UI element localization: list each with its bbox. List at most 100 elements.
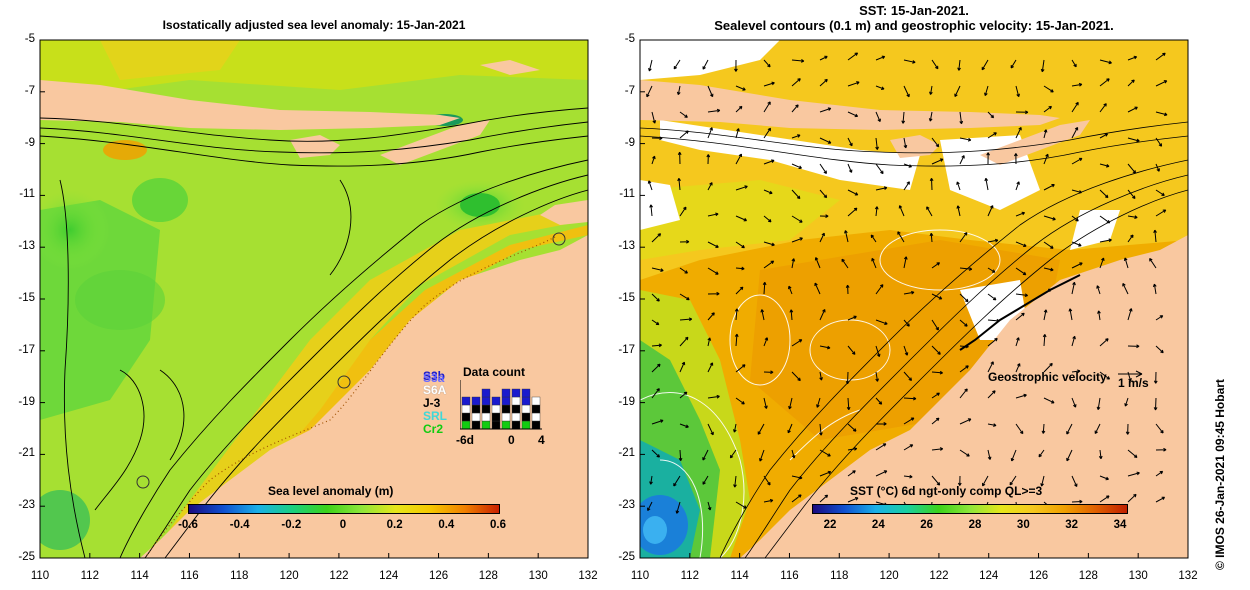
velocity-arrow: [1071, 82, 1083, 87]
velocity-arrow: [1097, 310, 1101, 321]
velocity-arrow: [959, 155, 965, 165]
velocity-arrow: [1071, 241, 1082, 247]
right-x-tick-label: 132: [1178, 570, 1198, 582]
sla-colorbar-tick: 0.2: [386, 519, 403, 531]
sst-colorbar-title: SST (°C) 6d ngt-only comp QL>=3: [850, 484, 1043, 498]
velocity-arrow: [847, 52, 859, 61]
velocity-arrow: [1096, 397, 1101, 410]
velocity-arrow: [1123, 257, 1129, 269]
velocity-arrow: [651, 449, 660, 458]
velocity-arrow: [1122, 283, 1129, 295]
sla-colorbar: [188, 504, 500, 514]
velocity-arrow: [648, 59, 653, 72]
velocity-arrow: [956, 181, 961, 191]
velocity-arrow: [847, 81, 860, 87]
right-y-tick-label: -15: [618, 292, 635, 304]
velocity-arrow: [931, 158, 944, 165]
velocity-arrow: [791, 163, 802, 169]
velocity-arrow: [735, 501, 747, 509]
left-x-tick-label: 124: [379, 570, 399, 582]
velocity-arrow: [791, 475, 803, 480]
velocity-arrow: [1071, 215, 1079, 222]
right-y-tick-label: -21: [618, 447, 635, 460]
velocity-arrow: [679, 317, 693, 322]
velocity-arrow: [734, 59, 738, 72]
velocity-arrow: [926, 206, 933, 217]
velocity-arrow: [1099, 78, 1110, 87]
velocity-arrow: [903, 59, 916, 64]
right-x-tick-label: 130: [1128, 570, 1148, 582]
velocity-arrow: [679, 206, 687, 217]
velocity-arrow: [847, 137, 853, 147]
velocity-arrow: [787, 423, 793, 434]
velocity-arrow: [707, 212, 719, 217]
velocity-arrow: [1071, 189, 1083, 194]
sla-map-graphic: [40, 40, 588, 558]
left-x-tick-label: 120: [279, 570, 299, 582]
velocity-arrow: [735, 85, 746, 91]
left-y-tick-label: -25: [18, 551, 35, 563]
right-y-tick-label: -9: [624, 136, 635, 149]
data-count-bar-segment: [531, 396, 541, 406]
velocity-arrow: [707, 501, 712, 511]
velocity-arrow: [1043, 288, 1052, 295]
velocity-arrow: [707, 267, 719, 275]
data-count-bars: [460, 380, 542, 430]
velocity-arrow: [651, 155, 656, 165]
velocity-arrow: [677, 151, 682, 165]
right-x-tick-label: 112: [680, 570, 699, 582]
velocity-arrow: [928, 111, 933, 122]
sst-colorbar-tick: 30: [1016, 519, 1030, 531]
velocity-arrow: [903, 474, 913, 479]
velocity-arrow: [1015, 267, 1027, 276]
velocity-arrow: [929, 177, 934, 191]
right-x-tick-label: 126: [1028, 570, 1049, 582]
velocity-arrow: [729, 449, 737, 459]
velocity-arrow: [847, 189, 859, 196]
left-y-tick-label: -9: [24, 136, 35, 149]
velocity-arrow: [734, 308, 739, 321]
velocity-arrow: [819, 309, 826, 321]
velocity-arrow: [735, 364, 746, 373]
velocity-arrow: [1015, 211, 1026, 217]
velocity-arrow: [1099, 189, 1109, 199]
velocity-arrow: [679, 267, 688, 274]
velocity-arrow: [1099, 238, 1112, 243]
mission-label-s3b: S3b: [423, 369, 446, 383]
velocity-arrow: [707, 108, 721, 113]
sst-colorbar: [812, 504, 1128, 514]
left-x-tick-label: 132: [578, 570, 598, 582]
data-count-bar-segment: [481, 388, 491, 398]
mission-label-j3: J-3: [423, 396, 441, 410]
velocity-arrow: [875, 55, 886, 61]
velocity-arrow: [1041, 423, 1046, 434]
velocity-arrow: [819, 345, 831, 350]
velocity-arrow: [1071, 475, 1078, 487]
data-count-bar-segment: [461, 396, 471, 406]
velocity-arrow: [707, 337, 712, 347]
velocity-arrow: [1043, 362, 1053, 373]
sla-colorbar-tick: 0: [339, 519, 347, 531]
velocity-arrow: [903, 396, 917, 401]
velocity-arrow: [931, 319, 939, 331]
velocity-arrow: [1066, 423, 1073, 435]
velocity-arrow: [646, 85, 653, 98]
velocity-arrow: [870, 234, 877, 243]
velocity-arrow: [931, 262, 941, 269]
velocity-arrow: [959, 293, 969, 303]
velocity-arrow: [1015, 293, 1028, 298]
velocity-arrow: [735, 286, 744, 295]
velocity-arrow: [819, 371, 823, 381]
velocity-arrow: [986, 152, 990, 165]
velocity-arrow: [735, 241, 745, 249]
velocity-arrow: [987, 318, 1000, 323]
velocity-arrow: [1015, 85, 1020, 98]
velocity-arrow: [673, 475, 681, 487]
velocity-arrow: [1127, 234, 1134, 243]
velocity-arrow: [959, 319, 968, 327]
velocity-arrow: [1099, 338, 1109, 347]
velocity-arrow: [1015, 312, 1025, 321]
velocity-arrow: [814, 282, 821, 295]
left-y-tick-label: -21: [18, 447, 35, 460]
